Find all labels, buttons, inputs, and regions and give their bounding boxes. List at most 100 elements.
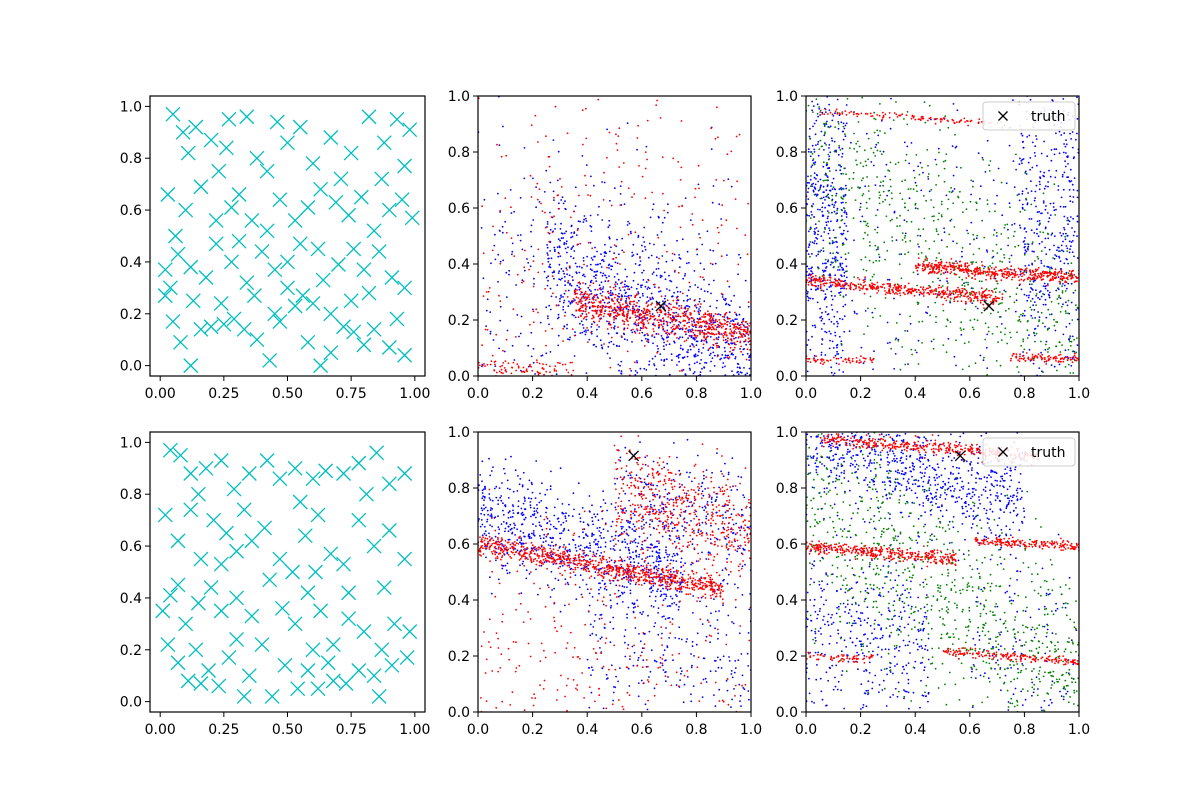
data-point <box>1058 363 1061 366</box>
data-point <box>723 318 725 321</box>
data-point <box>808 230 810 233</box>
data-point <box>689 348 692 351</box>
data-point <box>668 309 670 312</box>
data-point <box>1076 215 1079 218</box>
data-point <box>1017 244 1020 247</box>
data-point <box>841 218 844 221</box>
data-point <box>590 257 593 259</box>
data-point <box>1063 215 1066 218</box>
data-point <box>960 265 963 268</box>
data-point <box>694 353 697 356</box>
data-point <box>644 151 647 154</box>
data-point <box>906 145 909 148</box>
data-point <box>564 200 566 203</box>
data-point <box>679 344 682 347</box>
data-point <box>1038 188 1041 191</box>
data-point <box>707 349 710 352</box>
data-point <box>1064 205 1067 208</box>
data-point <box>549 228 552 231</box>
data-point <box>590 290 592 292</box>
data-point <box>734 318 737 321</box>
data-point <box>584 217 587 220</box>
data-point <box>1055 255 1058 258</box>
data-point <box>917 339 920 342</box>
data-point <box>587 296 590 298</box>
data-point <box>554 223 557 226</box>
data-point <box>615 256 617 259</box>
data-point <box>535 308 538 311</box>
data-point <box>648 287 651 290</box>
data-point <box>986 270 989 273</box>
data-point <box>681 238 684 241</box>
data-point <box>979 354 982 357</box>
data-point <box>1065 326 1068 328</box>
data-point <box>636 301 638 304</box>
data-point <box>221 111 237 127</box>
data-point <box>938 291 940 294</box>
data-point <box>998 297 1001 300</box>
data-point <box>616 238 618 241</box>
data-point <box>734 356 737 358</box>
data-point <box>709 317 711 320</box>
data-point <box>816 103 819 106</box>
data-point <box>697 311 700 314</box>
data-point <box>1040 250 1043 253</box>
data-point <box>606 320 608 323</box>
data-point <box>530 196 533 198</box>
data-point <box>871 284 874 287</box>
data-point <box>856 163 858 166</box>
data-point <box>730 334 733 337</box>
data-point <box>624 300 627 303</box>
data-point <box>854 287 857 290</box>
data-point <box>725 327 728 330</box>
data-point <box>834 278 836 281</box>
data-point <box>626 295 628 298</box>
data-point <box>490 262 492 265</box>
data-point <box>605 305 608 308</box>
data-point <box>699 371 702 374</box>
data-point <box>956 291 958 293</box>
data-point <box>871 275 874 278</box>
data-point <box>607 296 610 299</box>
data-point <box>970 261 973 264</box>
data-point <box>515 336 517 338</box>
data-point <box>746 253 749 256</box>
data-point <box>582 273 585 276</box>
data-point <box>678 205 680 208</box>
data-point <box>982 158 985 161</box>
data-point <box>1048 291 1051 294</box>
data-point <box>700 352 703 354</box>
data-point <box>986 251 989 253</box>
data-point <box>683 310 686 313</box>
data-point <box>592 282 595 285</box>
data-point <box>617 308 620 310</box>
data-point <box>734 198 737 201</box>
data-point <box>599 301 601 304</box>
data-point <box>836 241 838 244</box>
data-point <box>693 318 695 321</box>
data-point <box>831 284 834 286</box>
data-point <box>1034 190 1037 193</box>
data-point <box>637 236 640 239</box>
data-point <box>823 298 826 301</box>
data-point <box>852 283 854 286</box>
data-point <box>1020 278 1023 281</box>
data-point <box>838 144 841 147</box>
data-point <box>926 149 929 151</box>
data-point <box>865 269 868 272</box>
data-point <box>819 178 822 181</box>
data-point <box>1042 322 1044 325</box>
data-point <box>962 211 964 214</box>
data-point <box>616 305 619 308</box>
data-point <box>958 269 961 272</box>
data-point <box>1017 276 1020 278</box>
data-point <box>524 249 526 252</box>
data-point <box>726 324 729 326</box>
data-point <box>569 336 571 339</box>
data-point <box>985 299 987 302</box>
data-point <box>655 368 658 370</box>
data-point <box>810 270 813 273</box>
data-point <box>1065 232 1067 235</box>
data-point <box>543 373 545 376</box>
data-point <box>899 368 902 371</box>
